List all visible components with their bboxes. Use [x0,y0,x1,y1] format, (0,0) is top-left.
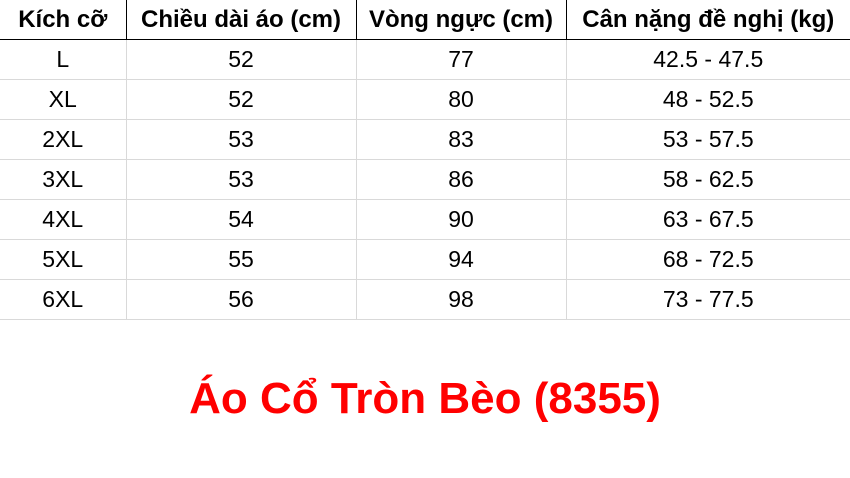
table-cell: L [0,39,127,80]
table-cell: XL [0,79,127,120]
column-header: Vòng ngực (cm) [356,0,567,40]
table-cell: 80 [356,79,567,120]
table-cell: 77 [356,39,567,80]
table-row: 6XL 56 98 73 - 77.5 [0,279,850,320]
table-cell: 73 - 77.5 [566,279,850,320]
table-cell: 52 [126,39,357,80]
table-cell: 58 - 62.5 [566,159,850,200]
table-cell: 52 [126,79,357,120]
table-row: 5XL 55 94 68 - 72.5 [0,239,850,280]
table-row: 2XL 53 83 53 - 57.5 [0,119,850,160]
table-cell: 6XL [0,279,127,320]
table-cell: 53 [126,119,357,160]
table-cell: 98 [356,279,567,320]
table-cell: 42.5 - 47.5 [566,39,850,80]
product-title: Áo Cổ Tròn Bèo (8355) [189,374,661,423]
table-row: XL 52 80 48 - 52.5 [0,79,850,120]
table-cell: 5XL [0,239,127,280]
table-row: L 52 77 42.5 - 47.5 [0,39,850,80]
header-row: Kích cỡ Chiều dài áo (cm) Vòng ngực (cm) Câ… [0,0,850,40]
column-header: Cân nặng đề nghị (kg) [566,0,850,40]
table-cell: 94 [356,239,567,280]
table-cell: 54 [126,199,357,240]
table-cell: 68 - 72.5 [566,239,850,280]
table-cell: 3XL [0,159,127,200]
table-cell: 63 - 67.5 [566,199,850,240]
table-cell: 53 [126,159,357,200]
size-table: Kích cỡ Chiều dài áo (cm) Vòng ngực (cm) Câ… [0,0,850,320]
table-cell: 4XL [0,199,127,240]
table-cell: 90 [356,199,567,240]
table-row: 4XL 54 90 63 - 67.5 [0,199,850,240]
column-header: Chiều dài áo (cm) [126,0,357,40]
table-cell: 53 - 57.5 [566,119,850,160]
table-cell: 48 - 52.5 [566,79,850,120]
table-cell: 86 [356,159,567,200]
table-row: 3XL 53 86 58 - 62.5 [0,159,850,200]
table-cell: 56 [126,279,357,320]
table-cell: 55 [126,239,357,280]
table-cell: 83 [356,119,567,160]
table-cell: 2XL [0,119,127,160]
column-header: Kích cỡ [0,0,127,40]
